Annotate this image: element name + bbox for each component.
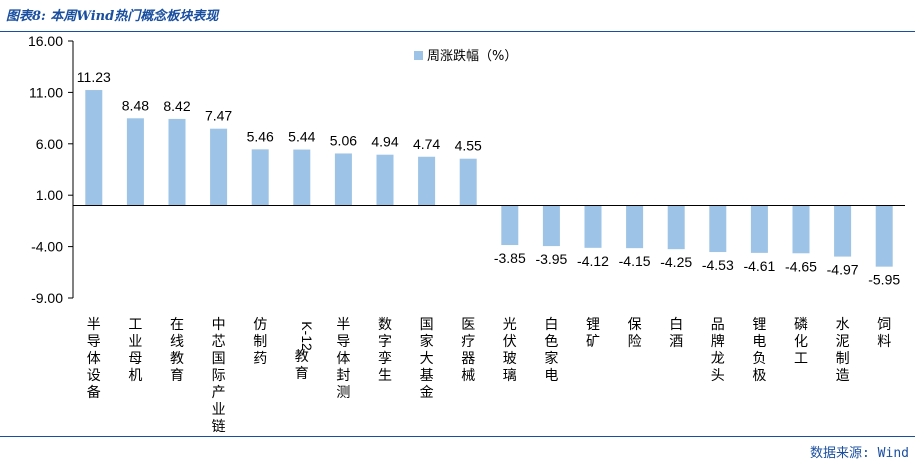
- data-label: 4.94: [371, 134, 398, 150]
- category-label: 在线教育: [170, 316, 184, 383]
- category-label: 保险: [628, 316, 642, 349]
- data-label: 4.55: [455, 138, 482, 154]
- bar: [418, 156, 436, 206]
- bar: [709, 205, 727, 253]
- bar: [459, 158, 477, 206]
- y-tick-label: -9.00: [31, 290, 63, 306]
- category-label: 工业母机: [128, 316, 142, 383]
- top-rule: [0, 31, 915, 32]
- category-label: 锂矿: [586, 316, 600, 349]
- data-label: 5.46: [247, 128, 274, 144]
- bar: [501, 205, 519, 246]
- data-label: -3.95: [535, 251, 567, 267]
- data-label: 8.48: [122, 97, 149, 113]
- category-label: 磷化工: [794, 316, 808, 366]
- category-label: 饲料: [877, 316, 891, 349]
- data-label: -4.25: [660, 254, 692, 270]
- data-label: -4.12: [577, 253, 609, 269]
- category-label: 教育: [295, 348, 309, 381]
- y-tick-label: 6.00: [36, 136, 63, 152]
- category-label: 白色家电: [544, 316, 558, 383]
- bar: [251, 149, 269, 206]
- y-tick-label: 11.00: [29, 84, 63, 100]
- data-label: -4.97: [827, 262, 859, 278]
- category-label: 水泥制造: [836, 316, 850, 383]
- bar: [626, 205, 644, 249]
- bar: [792, 205, 810, 254]
- bar: [834, 205, 852, 257]
- bar: [126, 118, 144, 206]
- figure-title: 图表8: 本周Wind热门概念板块表现: [6, 9, 219, 24]
- category-label: 中芯国际产业链: [212, 316, 226, 434]
- x-axis: 半导体设备 工业母机 在线教育 中芯国际产业链 仿制药教育K-12 半导体封测 数字孪生 国家…: [73, 204, 905, 434]
- bar: [875, 205, 893, 267]
- category-label: 医疗器械: [461, 316, 475, 383]
- category-label: 白酒: [669, 316, 683, 349]
- category-label: 仿制药: [253, 316, 267, 366]
- data-label: 4.74: [413, 136, 440, 152]
- bar: [293, 149, 311, 206]
- legend-swatch: [414, 51, 423, 60]
- y-axis: 16.00 11.00 6.00 1.00 -4.00 -9.00: [28, 33, 74, 306]
- category-label: 光伏玻璃: [503, 316, 517, 383]
- bar: [667, 205, 685, 250]
- data-label: -4.53: [702, 257, 734, 273]
- bar: [584, 205, 602, 248]
- data-label: -3.85: [494, 250, 526, 266]
- y-tick-label: -4.00: [31, 239, 63, 255]
- y-tick-label: 16.00: [28, 33, 63, 49]
- bar: [85, 90, 103, 206]
- data-label: -4.15: [619, 253, 651, 269]
- data-label: -4.65: [785, 258, 817, 274]
- bar: [168, 118, 186, 206]
- data-label: 7.47: [205, 108, 232, 124]
- data-label: 8.42: [163, 98, 190, 114]
- legend-label: 周涨跌幅（%）: [427, 48, 517, 64]
- source-note: 数据来源: Wind: [810, 446, 909, 461]
- bar: [376, 154, 394, 206]
- bar: [750, 205, 768, 253]
- bar: [542, 205, 560, 247]
- bars: 11.23 8.48 8.42 7.47 5.46 5.44 5.06 4.94 4.74 4.5…: [77, 69, 901, 288]
- category-label: 半导体设备: [87, 316, 101, 400]
- data-label: -4.61: [743, 258, 775, 274]
- bar: [334, 153, 352, 206]
- bar: [210, 128, 228, 206]
- data-label: -5.95: [868, 272, 900, 288]
- category-label: 品牌龙头: [711, 316, 725, 383]
- data-label: 5.06: [330, 132, 357, 148]
- category-label: 锂电负极: [752, 316, 766, 383]
- category-label: 数字孪生: [378, 316, 392, 383]
- data-label: 5.44: [288, 129, 315, 145]
- y-tick-label: 1.00: [36, 187, 63, 203]
- category-label-part: K-12: [299, 321, 315, 351]
- legend: 周涨跌幅（%）: [414, 48, 517, 64]
- bottom-rule: [0, 436, 915, 437]
- data-label: 11.23: [77, 69, 111, 85]
- category-label: 半导体封测: [336, 316, 350, 400]
- category-label: 国家大基金: [420, 316, 434, 400]
